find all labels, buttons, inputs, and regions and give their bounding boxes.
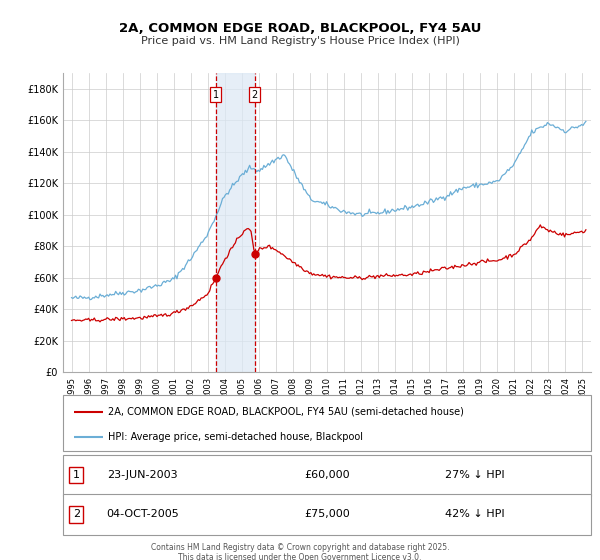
Text: 27% ↓ HPI: 27% ↓ HPI <box>445 470 505 480</box>
Text: 04-OCT-2005: 04-OCT-2005 <box>106 510 179 519</box>
Text: This data is licensed under the Open Government Licence v3.0.: This data is licensed under the Open Gov… <box>178 553 422 560</box>
Text: £60,000: £60,000 <box>304 470 350 480</box>
FancyBboxPatch shape <box>63 494 591 535</box>
Text: 2A, COMMON EDGE ROAD, BLACKPOOL, FY4 5AU: 2A, COMMON EDGE ROAD, BLACKPOOL, FY4 5AU <box>119 22 481 35</box>
FancyBboxPatch shape <box>63 395 591 451</box>
Text: Contains HM Land Registry data © Crown copyright and database right 2025.: Contains HM Land Registry data © Crown c… <box>151 543 449 552</box>
FancyBboxPatch shape <box>63 455 591 496</box>
Text: Price paid vs. HM Land Registry's House Price Index (HPI): Price paid vs. HM Land Registry's House … <box>140 36 460 46</box>
Text: 1: 1 <box>73 470 80 480</box>
Text: 23-JUN-2003: 23-JUN-2003 <box>107 470 178 480</box>
Text: HPI: Average price, semi-detached house, Blackpool: HPI: Average price, semi-detached house,… <box>108 432 363 442</box>
Bar <box>216 73 254 372</box>
Text: 2: 2 <box>251 90 258 100</box>
Text: £75,000: £75,000 <box>304 510 350 519</box>
Text: 2: 2 <box>73 510 80 519</box>
Text: 1: 1 <box>213 90 219 100</box>
Text: 42% ↓ HPI: 42% ↓ HPI <box>445 510 505 519</box>
Text: 2A, COMMON EDGE ROAD, BLACKPOOL, FY4 5AU (semi-detached house): 2A, COMMON EDGE ROAD, BLACKPOOL, FY4 5AU… <box>108 407 464 417</box>
